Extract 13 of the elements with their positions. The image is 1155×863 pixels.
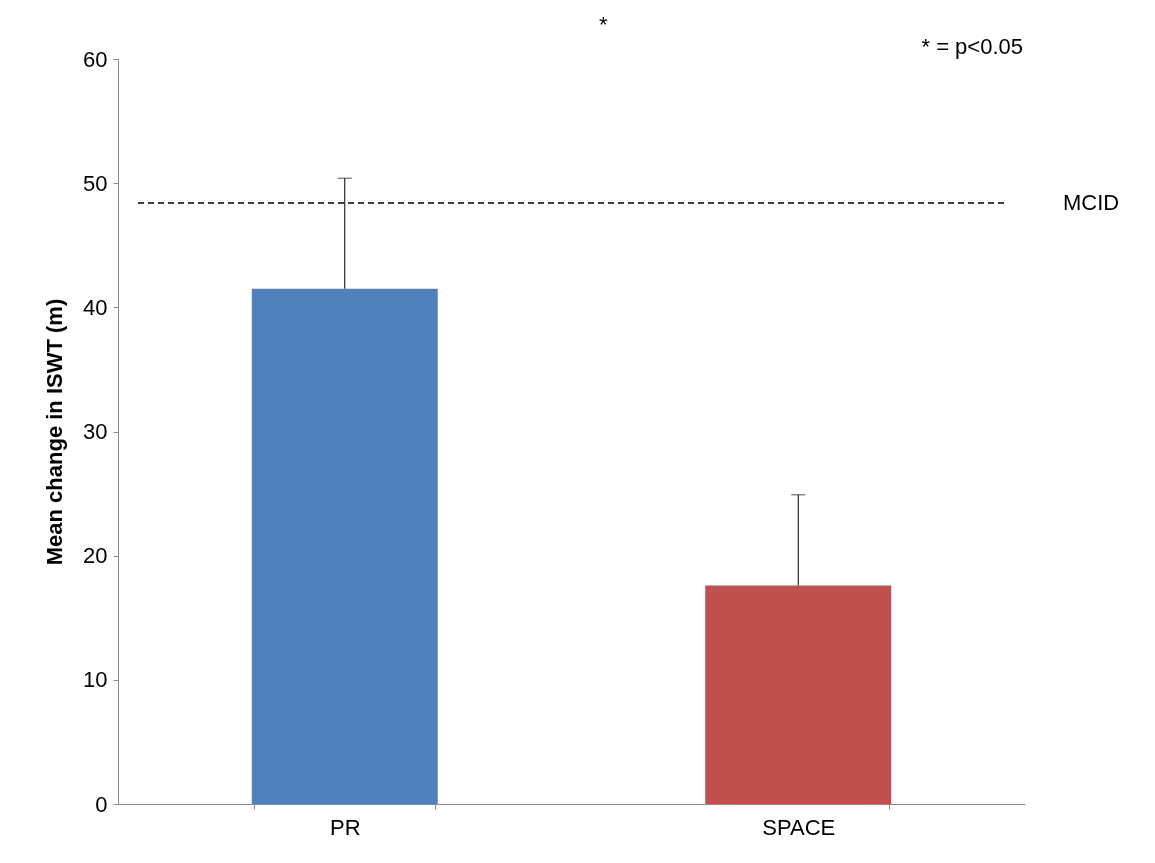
text: * [598,12,608,37]
y-tick-label: 20 [83,543,108,569]
ref-line-label: MCID [1063,190,1120,216]
y-axis-title: Mean change in ISWT (m) [42,298,68,566]
x-tick-label: SPACE [762,814,836,840]
y-tick-label: 50 [83,170,108,196]
y-tick-label: 60 [83,46,108,72]
y-tick-label: 40 [83,294,108,320]
y-tick-label: 30 [83,419,108,444]
y-tick-label: 0 [95,791,108,817]
x-tick-label: PR [329,814,361,840]
y-tick-label: 10 [83,667,108,693]
text: * = p<0.05 [921,34,1023,59]
